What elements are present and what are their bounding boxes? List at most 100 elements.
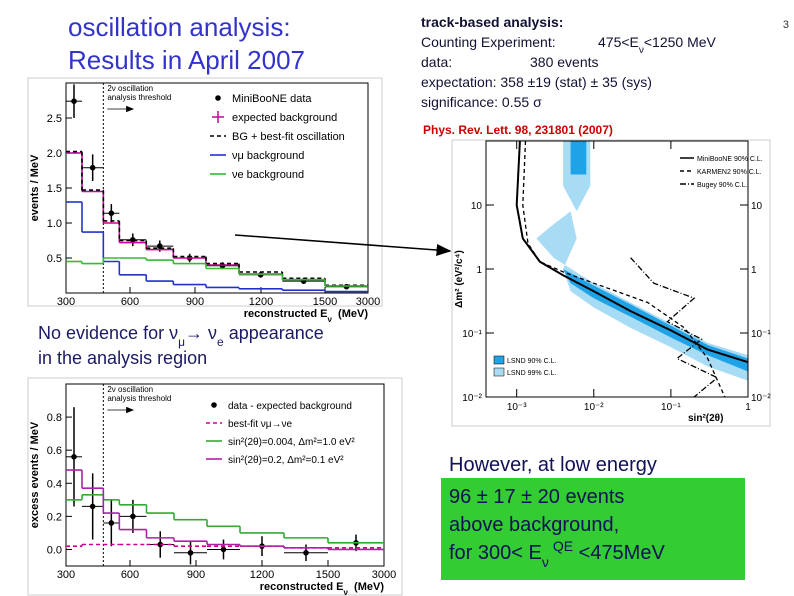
y-tick-label: 0.0	[47, 544, 62, 556]
y-tick-label: 2.5	[47, 113, 62, 125]
y-tick-label: 1	[476, 265, 482, 276]
text-part: reconstructed E	[260, 581, 344, 593]
highlight-line: 96 ± 17 ± 20 events	[449, 486, 624, 508]
x-tick-label: 1500	[313, 296, 337, 308]
data-point	[157, 541, 164, 548]
text-part: appearance	[224, 323, 324, 343]
data-point	[220, 546, 227, 553]
analysis-line: data:	[421, 54, 452, 70]
subscript: ν	[542, 554, 549, 570]
data-point	[187, 549, 194, 556]
y-tick-label: 10⁻²	[462, 393, 482, 404]
conclusion-line: No evidence for νμ→ νe appearance	[38, 323, 324, 349]
reference: Phys. Rev. Lett. 98, 231801 (2007)	[423, 123, 613, 137]
y-tick-label: 0.2	[47, 511, 62, 523]
text-part: 475<E	[598, 34, 639, 50]
data-point	[89, 503, 96, 510]
x-tick-label: 300	[57, 569, 75, 581]
x-tick-label: 10⁻²	[584, 402, 604, 413]
annotation: 2ν oscillation	[107, 385, 153, 394]
legend-label: best-fit νμ→νe	[228, 419, 293, 430]
y-tick-label: 2.0	[47, 148, 62, 160]
y-tick-label: 10	[751, 201, 763, 212]
text-part: ν	[343, 588, 348, 596]
annotation: analysis threshold	[107, 93, 171, 102]
y-axis-label: excess events / MeV	[29, 421, 41, 528]
analysis-line: 475<Eν<1250 MeV	[598, 34, 717, 56]
title-line: oscillation analysis:	[68, 12, 291, 42]
data-point	[71, 454, 77, 460]
legend-label: LSND 99% C.L.	[507, 370, 556, 377]
legend-marker	[211, 402, 217, 408]
axes-frame	[65, 383, 385, 567]
y-axis-label: events / MeV	[29, 154, 41, 221]
text-part: <1250 MeV	[644, 34, 717, 50]
text-part: reconstructed E	[244, 308, 328, 320]
subscript: μ	[178, 335, 185, 349]
x-tick-label: 3000	[356, 296, 380, 308]
x-tick-label: 3000	[372, 569, 396, 581]
legend-marker	[215, 95, 221, 101]
x-tick-label: 900	[187, 569, 205, 581]
highlight-box	[441, 478, 745, 580]
text-part: No evidence for ν	[38, 323, 178, 343]
analysis-line: Counting Experiment:	[421, 34, 556, 50]
x-tick-label: 1500	[316, 569, 340, 581]
y-tick-label: 10⁻¹	[751, 329, 771, 340]
text-part: → ν	[185, 323, 217, 343]
data-point	[108, 210, 115, 216]
y-axis-label: Δm² (eV²/c⁴)	[454, 250, 465, 308]
legend-label: νe background	[232, 169, 304, 181]
legend-swatch	[493, 355, 505, 365]
axis-label: reconstructed Eν (MeV)	[244, 308, 369, 324]
legend-label: expected background	[232, 112, 337, 124]
x-tick-label: 1200	[249, 296, 273, 308]
x-tick-label: 10⁻³	[507, 402, 527, 413]
text-part: ν	[327, 315, 332, 324]
legend-label: sin²(2θ)=0.004, Δm²=1.0 eV²	[228, 437, 355, 448]
subscript: e	[217, 335, 224, 349]
highlight-lead: However, at low energy	[449, 454, 657, 476]
y-tick-label: 1.5	[47, 183, 62, 195]
highlight-line: for 300< EνQE <475MeV	[449, 538, 665, 570]
axis-label: reconstructed Eν (MeV)	[260, 581, 385, 596]
x-tick-label: 1	[745, 402, 751, 413]
annotation: 2ν oscillation	[107, 84, 153, 93]
x-axis-label: sin²(2θ)	[688, 413, 723, 424]
x-tick-label: 10⁻¹	[661, 402, 681, 413]
y-tick-label: 0.5	[47, 253, 62, 265]
page-number: 3	[783, 19, 789, 31]
annotation: analysis threshold	[107, 394, 171, 403]
analysis-line: 380 events	[530, 54, 599, 70]
text-part: for 300< E	[449, 542, 542, 564]
legend-label: KARMEN2 90% C.L.	[697, 169, 762, 176]
plot-frame	[27, 377, 403, 596]
data-point	[71, 98, 77, 104]
text-part: (MeV)	[348, 581, 384, 593]
title-line: Results in April 2007	[68, 45, 305, 75]
conclusion-line: in the analysis region	[38, 348, 207, 368]
data-point	[303, 549, 309, 556]
analysis-heading: track-based analysis:	[421, 14, 563, 30]
y-tick-label: 10⁻²	[751, 393, 771, 404]
legend-label: data - expected background	[228, 401, 352, 412]
y-tick-label: 1.0	[47, 218, 62, 230]
x-tick-label: 1200	[250, 569, 274, 581]
y-tick-label: 0.8	[47, 412, 62, 424]
subscript: ν	[639, 45, 644, 56]
y-tick-label: 10⁻¹	[462, 329, 482, 340]
y-tick-label: 1	[751, 265, 757, 276]
x-tick-label: 600	[121, 296, 139, 308]
legend-swatch	[493, 367, 505, 377]
legend-label: MiniBooNE data	[232, 93, 312, 105]
region	[563, 141, 748, 372]
legend-label: sin²(2θ)=0.2, Δm²=0.1 eV²	[228, 455, 344, 466]
text-part: (MeV)	[332, 308, 368, 320]
x-tick-label: 900	[186, 296, 204, 308]
legend-label: LSND 90% C.L.	[507, 358, 556, 365]
analysis-line: significance: 0.55 σ	[421, 94, 542, 110]
legend-label: BG + best-fit oscillation	[232, 131, 345, 143]
x-tick-label: 600	[121, 569, 139, 581]
